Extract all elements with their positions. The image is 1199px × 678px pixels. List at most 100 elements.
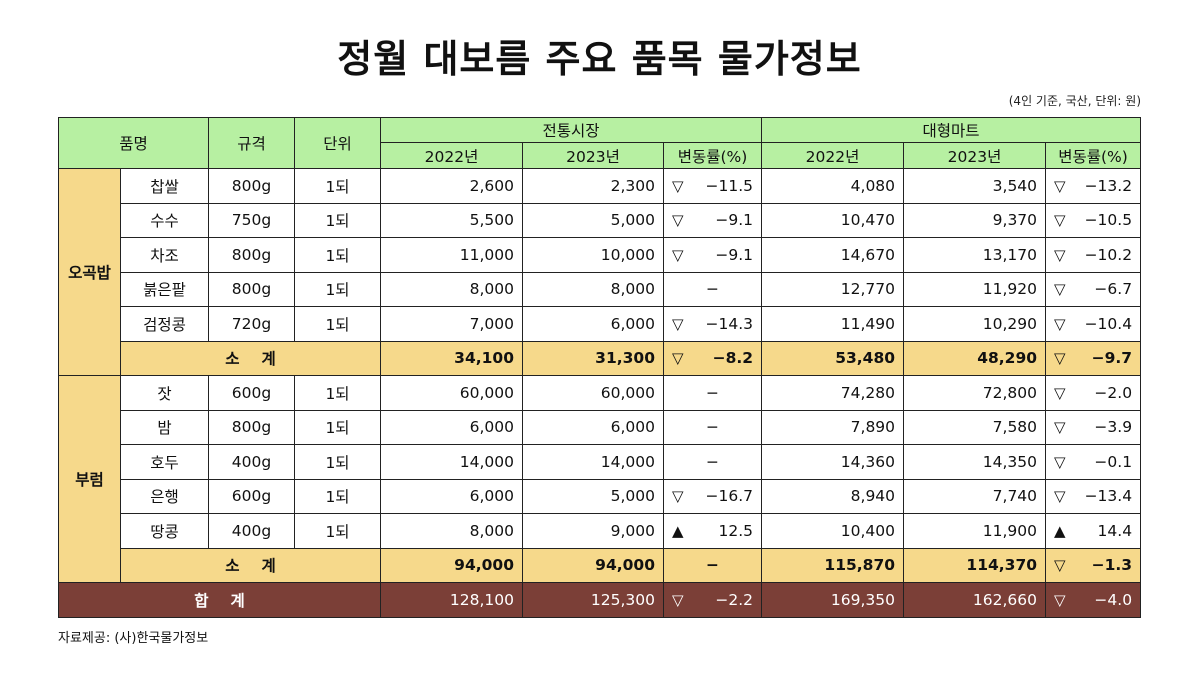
mart-change: ▽ −3.9 (1045, 409, 1142, 445)
header-mart-2023: 2023년 (903, 142, 1047, 169)
mart-2022: 14,670 (761, 237, 905, 273)
change-value: −9.1 (715, 211, 754, 230)
total-mart-2022: 169,350 (761, 582, 905, 618)
market-2023: 2,300 (522, 168, 664, 204)
decrease-triangle-icon: ▽ (672, 349, 684, 368)
market-2023: 10,000 (522, 237, 664, 273)
market-2022: 11,000 (380, 237, 523, 273)
item-unit: 1되 (294, 409, 381, 445)
subtotal-mart-2023: 48,290 (903, 340, 1047, 376)
header-unit: 단위 (294, 117, 381, 169)
change-value: − (706, 556, 720, 575)
item-spec: 600g (208, 478, 295, 514)
market-2022: 7,000 (380, 306, 523, 342)
subtotal-mart-change: ▽ −1.3 (1045, 547, 1142, 583)
subtotal-mart-2023: 114,370 (903, 547, 1047, 583)
market-2023: 6,000 (522, 306, 664, 342)
change-value: − (706, 418, 720, 437)
item-unit: 1되 (294, 306, 381, 342)
item-spec: 750g (208, 202, 295, 238)
page-title: 정월 대보름 주요 품목 물가정보 (337, 37, 862, 81)
table-body: 오곡밥 찹쌀 800g 1되 2,600 2,300 ▽ −11.5 4,080 … (58, 168, 1142, 618)
market-2023: 8,000 (522, 271, 664, 307)
subtotal-market-2023: 31,300 (522, 340, 664, 376)
header-spec: 규격 (208, 117, 295, 169)
item-spec: 800g (208, 409, 295, 445)
market-change: ▲ 12.5 (662, 513, 763, 549)
total-market-change: ▽ −2.2 (662, 582, 763, 618)
mart-change: ▽ −2.0 (1045, 375, 1142, 411)
decrease-triangle-icon: ▽ (672, 590, 684, 609)
subtotal-market-change: − (662, 547, 763, 583)
item-unit: 1되 (294, 444, 381, 480)
subtotal-mart-change: ▽ −9.7 (1045, 340, 1142, 376)
header-item-name: 품명 (58, 117, 209, 169)
decrease-triangle-icon: ▽ (1054, 590, 1066, 609)
decrease-triangle-icon: ▽ (672, 487, 684, 506)
change-value: −14.3 (705, 314, 754, 333)
decrease-triangle-icon: ▽ (1054, 487, 1066, 506)
mart-2022: 14,360 (761, 444, 905, 480)
header-market-2023: 2023년 (522, 142, 664, 169)
change-value: −2.2 (715, 590, 754, 609)
decrease-triangle-icon: ▽ (1054, 280, 1066, 299)
item-name: 잣 (120, 375, 209, 411)
change-value: 14.4 (1097, 521, 1133, 540)
increase-triangle-icon: ▲ (1054, 521, 1066, 540)
market-2023: 14,000 (522, 444, 664, 480)
market-2022: 8,000 (380, 271, 523, 307)
market-2022: 8,000 (380, 513, 523, 549)
market-2022: 6,000 (380, 478, 523, 514)
change-value: −1.3 (1091, 556, 1133, 575)
market-2022: 14,000 (380, 444, 523, 480)
total-market-2023: 125,300 (522, 582, 664, 618)
item-name: 붉은팥 (120, 271, 209, 307)
mart-change: ▽ −13.2 (1045, 168, 1142, 204)
item-name: 검정콩 (120, 306, 209, 342)
market-2022: 6,000 (380, 409, 523, 445)
item-name: 땅콩 (120, 513, 209, 549)
item-name: 호두 (120, 444, 209, 480)
decrease-triangle-icon: ▽ (1054, 383, 1066, 402)
table-row: 땅콩 400g 1되 8,000 9,000 ▲ 12.5 10,400 11,… (59, 513, 1142, 549)
table-row: 붉은팥 800g 1되 8,000 8,000 − 12,770 11,920 … (59, 271, 1142, 307)
item-spec: 720g (208, 306, 295, 342)
mart-2023: 72,800 (903, 375, 1047, 411)
item-spec: 800g (208, 168, 295, 204)
change-value: −16.7 (705, 487, 754, 506)
decrease-triangle-icon: ▽ (1054, 452, 1066, 471)
item-unit: 1되 (294, 237, 381, 273)
mart-2022: 10,470 (761, 202, 905, 238)
mart-2023: 11,920 (903, 271, 1047, 307)
change-value: −6.7 (1094, 280, 1133, 299)
change-value: −10.4 (1084, 314, 1133, 333)
market-2023: 6,000 (522, 409, 664, 445)
market-2023: 5,000 (522, 202, 664, 238)
mart-2022: 74,280 (761, 375, 905, 411)
item-spec: 800g (208, 237, 295, 273)
decrease-triangle-icon: ▽ (672, 314, 684, 333)
change-value: −8.2 (712, 349, 754, 368)
table-row: 밤 800g 1되 6,000 6,000 − 7,890 7,580 ▽ −3… (59, 409, 1142, 445)
item-unit: 1되 (294, 375, 381, 411)
table-row: 검정콩 720g 1되 7,000 6,000 ▽ −14.3 11,490 1… (59, 306, 1142, 342)
mart-2023: 7,580 (903, 409, 1047, 445)
item-unit: 1되 (294, 478, 381, 514)
decrease-triangle-icon: ▽ (1054, 349, 1066, 368)
unit-note: (4인 기준, 국산, 단위: 원) (1008, 94, 1141, 108)
item-unit: 1되 (294, 202, 381, 238)
table-row: 은행 600g 1되 6,000 5,000 ▽ −16.7 8,940 7,7… (59, 478, 1142, 514)
mart-change: ▽ −0.1 (1045, 444, 1142, 480)
subtotal-market-2022: 94,000 (380, 547, 523, 583)
item-unit: 1되 (294, 168, 381, 204)
table-row: 오곡밥 찹쌀 800g 1되 2,600 2,300 ▽ −11.5 4,080 … (58, 168, 1142, 376)
decrease-triangle-icon: ▽ (672, 176, 684, 195)
mart-2022: 10,400 (761, 513, 905, 549)
mart-change: ▽ −10.5 (1045, 202, 1142, 238)
item-name: 은행 (120, 478, 209, 514)
table-row: 부럼 잣 600g 1되 60,000 60,000 − 74,280 72,80… (58, 375, 1142, 583)
